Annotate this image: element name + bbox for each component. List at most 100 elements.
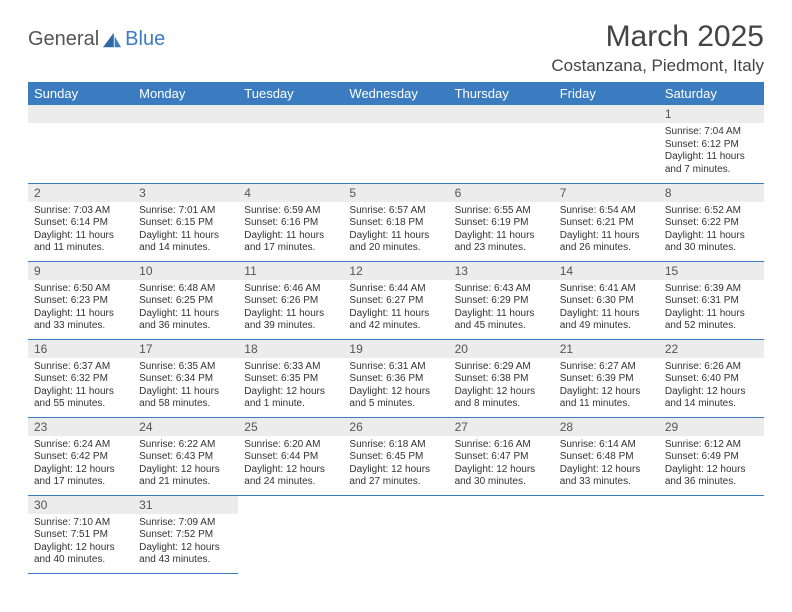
daylight-line: Daylight: 12 hours and 8 minutes. [455,386,548,411]
sunset-line: Sunset: 6:15 PM [139,217,232,230]
day-number: 19 [343,340,448,358]
sunrise-line: Sunrise: 7:03 AM [34,205,127,218]
sunrise-line: Sunrise: 6:18 AM [349,439,442,452]
day-number: 11 [238,262,343,280]
calendar-day-cell: 20Sunrise: 6:29 AMSunset: 6:38 PMDayligh… [449,339,554,417]
day-info: Sunrise: 6:27 AMSunset: 6:39 PMDaylight:… [554,358,659,415]
sunrise-line: Sunrise: 6:27 AM [560,361,653,374]
sunset-line: Sunset: 6:47 PM [455,451,548,464]
daylight-line: Daylight: 12 hours and 30 minutes. [455,464,548,489]
day-number: 15 [659,262,764,280]
calendar-day-cell: 1Sunrise: 7:04 AMSunset: 6:12 PMDaylight… [659,105,764,183]
day-info: Sunrise: 6:57 AMSunset: 6:18 PMDaylight:… [343,202,448,259]
day-info: Sunrise: 6:54 AMSunset: 6:21 PMDaylight:… [554,202,659,259]
daylight-line: Daylight: 12 hours and 43 minutes. [139,542,232,567]
calendar-day-cell: 25Sunrise: 6:20 AMSunset: 6:44 PMDayligh… [238,417,343,495]
day-number: 12 [343,262,448,280]
calendar-day-cell: 30Sunrise: 7:10 AMSunset: 7:51 PMDayligh… [28,495,133,573]
sunset-line: Sunset: 6:48 PM [560,451,653,464]
calendar-day-cell: 5Sunrise: 6:57 AMSunset: 6:18 PMDaylight… [343,183,448,261]
day-number: 30 [28,496,133,514]
calendar-day-cell: 18Sunrise: 6:33 AMSunset: 6:35 PMDayligh… [238,339,343,417]
sunset-line: Sunset: 7:51 PM [34,529,127,542]
sunrise-line: Sunrise: 6:29 AM [455,361,548,374]
day-info: Sunrise: 7:03 AMSunset: 6:14 PMDaylight:… [28,202,133,259]
sunset-line: Sunset: 6:44 PM [244,451,337,464]
day-info: Sunrise: 7:04 AMSunset: 6:12 PMDaylight:… [659,123,764,180]
sunrise-line: Sunrise: 6:43 AM [455,283,548,296]
sunset-line: Sunset: 6:42 PM [34,451,127,464]
sunset-line: Sunset: 6:16 PM [244,217,337,230]
day-info: Sunrise: 6:16 AMSunset: 6:47 PMDaylight:… [449,436,554,493]
sunset-line: Sunset: 6:49 PM [665,451,758,464]
calendar-day-cell: 3Sunrise: 7:01 AMSunset: 6:15 PMDaylight… [133,183,238,261]
calendar-empty-cell [343,495,448,573]
day-number: 24 [133,418,238,436]
sunrise-line: Sunrise: 6:46 AM [244,283,337,296]
daylight-line: Daylight: 12 hours and 21 minutes. [139,464,232,489]
day-number-band-empty [343,105,448,123]
calendar-day-cell: 11Sunrise: 6:46 AMSunset: 6:26 PMDayligh… [238,261,343,339]
daylight-line: Daylight: 11 hours and 45 minutes. [455,308,548,333]
calendar-day-cell: 10Sunrise: 6:48 AMSunset: 6:25 PMDayligh… [133,261,238,339]
sunrise-line: Sunrise: 6:48 AM [139,283,232,296]
sunset-line: Sunset: 6:31 PM [665,295,758,308]
brand-text-general: General [28,28,99,51]
calendar-table: Sunday Monday Tuesday Wednesday Thursday… [28,82,764,574]
sunrise-line: Sunrise: 6:41 AM [560,283,653,296]
calendar-day-cell: 16Sunrise: 6:37 AMSunset: 6:32 PMDayligh… [28,339,133,417]
calendar-day-cell: 19Sunrise: 6:31 AMSunset: 6:36 PMDayligh… [343,339,448,417]
sunrise-line: Sunrise: 6:16 AM [455,439,548,452]
weekday-header: Thursday [449,82,554,105]
day-number: 5 [343,184,448,202]
day-number: 8 [659,184,764,202]
sunset-line: Sunset: 6:26 PM [244,295,337,308]
sunrise-line: Sunrise: 6:31 AM [349,361,442,374]
weekday-header: Tuesday [238,82,343,105]
calendar-day-cell: 15Sunrise: 6:39 AMSunset: 6:31 PMDayligh… [659,261,764,339]
calendar-empty-cell [238,105,343,183]
sunset-line: Sunset: 6:38 PM [455,373,548,386]
title-block: March 2025 Costanzana, Piedmont, Italy [551,20,764,76]
day-info: Sunrise: 6:50 AMSunset: 6:23 PMDaylight:… [28,280,133,337]
day-number: 17 [133,340,238,358]
day-info: Sunrise: 6:39 AMSunset: 6:31 PMDaylight:… [659,280,764,337]
day-info: Sunrise: 6:55 AMSunset: 6:19 PMDaylight:… [449,202,554,259]
sunset-line: Sunset: 6:39 PM [560,373,653,386]
day-number-band-empty [28,105,133,123]
sunrise-line: Sunrise: 6:57 AM [349,205,442,218]
calendar-empty-cell [238,495,343,573]
day-number: 9 [28,262,133,280]
day-number: 20 [449,340,554,358]
calendar-empty-cell [449,495,554,573]
day-info: Sunrise: 6:14 AMSunset: 6:48 PMDaylight:… [554,436,659,493]
day-info: Sunrise: 6:29 AMSunset: 6:38 PMDaylight:… [449,358,554,415]
sunset-line: Sunset: 6:27 PM [349,295,442,308]
calendar-day-cell: 26Sunrise: 6:18 AMSunset: 6:45 PMDayligh… [343,417,448,495]
weekday-header-row: Sunday Monday Tuesday Wednesday Thursday… [28,82,764,105]
calendar-empty-cell [554,105,659,183]
calendar-day-cell: 24Sunrise: 6:22 AMSunset: 6:43 PMDayligh… [133,417,238,495]
daylight-line: Daylight: 12 hours and 1 minute. [244,386,337,411]
day-number: 6 [449,184,554,202]
sunrise-line: Sunrise: 6:22 AM [139,439,232,452]
calendar-empty-cell [659,495,764,573]
day-number: 23 [28,418,133,436]
daylight-line: Daylight: 11 hours and 20 minutes. [349,230,442,255]
day-number: 4 [238,184,343,202]
calendar-day-cell: 13Sunrise: 6:43 AMSunset: 6:29 PMDayligh… [449,261,554,339]
day-info: Sunrise: 7:01 AMSunset: 6:15 PMDaylight:… [133,202,238,259]
sunrise-line: Sunrise: 6:37 AM [34,361,127,374]
calendar-day-cell: 21Sunrise: 6:27 AMSunset: 6:39 PMDayligh… [554,339,659,417]
sunset-line: Sunset: 6:19 PM [455,217,548,230]
weekday-header: Friday [554,82,659,105]
day-info: Sunrise: 6:20 AMSunset: 6:44 PMDaylight:… [238,436,343,493]
daylight-line: Daylight: 11 hours and 52 minutes. [665,308,758,333]
day-info: Sunrise: 6:48 AMSunset: 6:25 PMDaylight:… [133,280,238,337]
calendar-empty-cell [554,495,659,573]
day-number-band-empty [554,105,659,123]
day-number: 25 [238,418,343,436]
day-number: 21 [554,340,659,358]
daylight-line: Daylight: 11 hours and 58 minutes. [139,386,232,411]
sunset-line: Sunset: 6:12 PM [665,139,758,152]
